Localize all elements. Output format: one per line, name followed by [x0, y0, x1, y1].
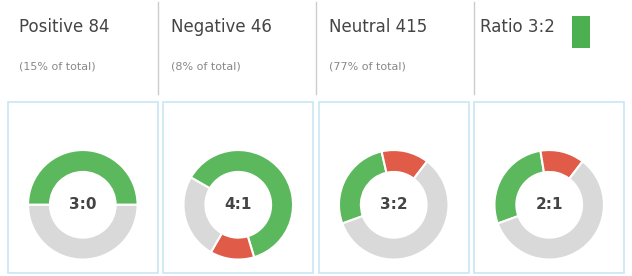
Wedge shape [498, 161, 604, 259]
Wedge shape [28, 150, 138, 205]
Wedge shape [28, 205, 138, 259]
Wedge shape [494, 151, 544, 224]
Text: 3:2: 3:2 [380, 197, 408, 212]
Text: 3:0: 3:0 [69, 197, 97, 212]
Wedge shape [211, 233, 254, 259]
Text: f: f [181, 112, 188, 127]
Wedge shape [343, 161, 449, 259]
Wedge shape [339, 152, 386, 224]
Text: ⊕: ⊕ [26, 112, 37, 126]
Text: Ratio 3:2: Ratio 3:2 [480, 18, 555, 36]
Wedge shape [183, 177, 222, 252]
Text: 2:1: 2:1 [535, 197, 563, 212]
Text: Positive 84: Positive 84 [19, 18, 109, 36]
Wedge shape [191, 150, 293, 257]
Text: t: t [492, 112, 499, 127]
Text: (8% of total): (8% of total) [171, 62, 240, 71]
Text: Neutral 415: Neutral 415 [329, 18, 427, 36]
Text: 4:1: 4:1 [224, 197, 252, 212]
Text: (15% of total): (15% of total) [19, 62, 95, 71]
Wedge shape [540, 150, 583, 179]
Wedge shape [382, 150, 427, 179]
FancyBboxPatch shape [572, 16, 590, 48]
Text: t: t [337, 112, 344, 127]
Text: (77% of total): (77% of total) [329, 62, 406, 71]
Text: Negative 46: Negative 46 [171, 18, 272, 36]
